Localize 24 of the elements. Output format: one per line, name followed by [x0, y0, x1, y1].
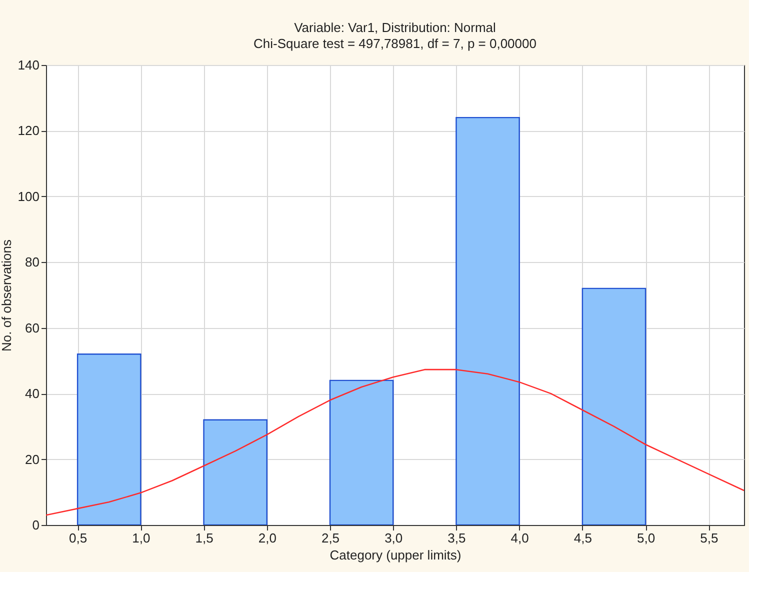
- x-tick-label: 3,0: [384, 530, 403, 546]
- x-tick-label: 3,5: [448, 530, 466, 546]
- y-tick-label: 20: [25, 452, 40, 467]
- chart-subtitle: Chi-Square test = 497,78981, df = 7, p = 0,00000: [254, 36, 536, 51]
- y-axis-title: No. of observations: [0, 239, 14, 352]
- line-series: [46, 368, 744, 516]
- y-tick-label: 40: [25, 386, 40, 402]
- x-tick-label: 1,5: [195, 530, 214, 546]
- x-tick-label: 5,5: [700, 530, 718, 546]
- y-tick-label: 140: [18, 58, 40, 72]
- x-tick-label: 4,5: [574, 530, 592, 546]
- x-tick-label: 1,0: [132, 530, 150, 546]
- x-tick-label: 2,0: [258, 530, 276, 546]
- y-tick-label: 80: [25, 254, 40, 270]
- y-tick-label: 100: [18, 188, 40, 204]
- y-tick-label: 60: [25, 320, 40, 336]
- y-tick-label: 120: [18, 123, 40, 138]
- x-tick-label: 4,0: [510, 530, 529, 546]
- y-tick-label: 0: [32, 518, 40, 532]
- x-axis-title: Category (upper limits): [330, 548, 462, 562]
- chart-title: Variable: Var1, Distribution: Normal: [294, 20, 496, 35]
- x-tick-label: 5,0: [637, 530, 656, 546]
- x-tick-label: 0,5: [69, 530, 88, 546]
- x-tick-label: 2,5: [321, 530, 340, 546]
